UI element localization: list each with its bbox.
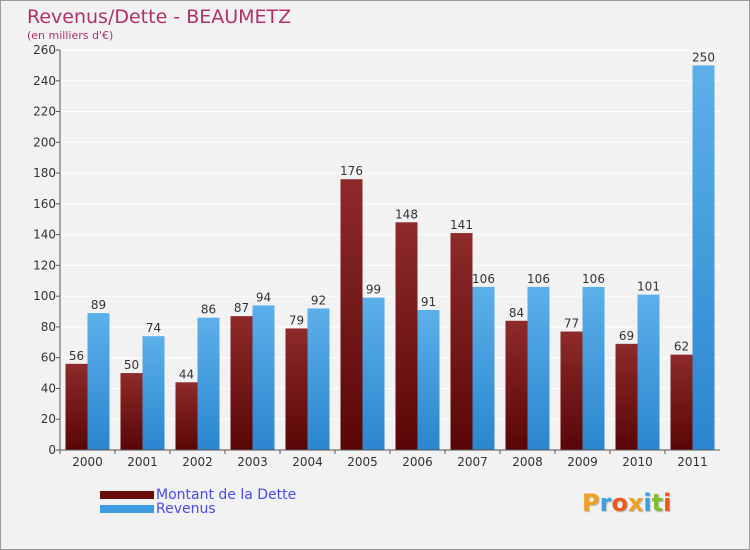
legend-label-revenus: Revenus bbox=[156, 501, 216, 517]
y-tick-label: 220 bbox=[33, 105, 56, 119]
grid-lines bbox=[60, 49, 720, 451]
bar-debt bbox=[175, 382, 198, 450]
bar-debt bbox=[505, 320, 528, 450]
legend-item-revenus: Revenus bbox=[100, 501, 216, 517]
bar-revenus bbox=[582, 286, 605, 450]
bar-revenus bbox=[307, 308, 330, 450]
bar-revenus bbox=[637, 294, 660, 450]
data-label-debt: 84 bbox=[509, 306, 524, 320]
y-tick-label: 20 bbox=[41, 412, 56, 426]
logo-letter: i bbox=[663, 489, 672, 517]
x-tick-label: 2006 bbox=[402, 455, 433, 469]
x-tick-label: 2010 bbox=[622, 455, 653, 469]
x-tick-label: 2007 bbox=[457, 455, 488, 469]
logo-letter: x bbox=[627, 489, 644, 517]
y-tick-label: 140 bbox=[33, 228, 56, 242]
data-label-debt: 87 bbox=[234, 301, 249, 315]
bar-debt bbox=[65, 363, 88, 450]
bar-revenus bbox=[527, 286, 550, 450]
x-tick-label: 2009 bbox=[567, 455, 598, 469]
data-label-revenus: 106 bbox=[582, 272, 605, 286]
y-tick-label: 200 bbox=[33, 135, 56, 149]
chart-title: Revenus/Dette - BEAUMETZ bbox=[27, 6, 292, 28]
bar-debt bbox=[670, 354, 693, 450]
y-tick-label: 240 bbox=[33, 74, 56, 88]
bar-debt bbox=[560, 331, 583, 450]
x-tick-label: 2008 bbox=[512, 455, 543, 469]
legend-item-debt: Montant de la Dette bbox=[100, 487, 296, 503]
y-tick-label: 80 bbox=[41, 320, 56, 334]
data-label-debt: 141 bbox=[450, 218, 473, 232]
y-tick-label: 60 bbox=[41, 351, 56, 365]
x-tick-label: 2002 bbox=[182, 455, 213, 469]
bar-revenus bbox=[362, 297, 385, 450]
x-tick-label: 2003 bbox=[237, 455, 268, 469]
bar-revenus bbox=[252, 305, 275, 450]
legend-swatch-revenus bbox=[100, 505, 154, 513]
data-label-revenus: 99 bbox=[366, 283, 381, 297]
data-label-debt: 77 bbox=[564, 317, 579, 331]
bar-revenus bbox=[692, 65, 715, 450]
x-tick-label: 2005 bbox=[347, 455, 378, 469]
data-label-revenus: 86 bbox=[201, 303, 216, 317]
y-tick-label: 40 bbox=[41, 381, 56, 395]
data-label-debt: 79 bbox=[289, 313, 304, 327]
bar-debt bbox=[120, 373, 143, 450]
data-label-debt: 56 bbox=[69, 349, 84, 363]
y-tick-label: 120 bbox=[33, 258, 56, 272]
data-label-debt: 69 bbox=[619, 329, 634, 343]
bar-debt bbox=[340, 179, 363, 450]
logo-letter: P bbox=[582, 489, 600, 517]
data-label-revenus: 106 bbox=[527, 272, 550, 286]
data-label-revenus: 74 bbox=[146, 321, 161, 335]
data-label-revenus: 91 bbox=[421, 295, 436, 309]
x-tick-label: 2004 bbox=[292, 455, 323, 469]
proxiti-logo: Proxiti bbox=[582, 489, 671, 517]
logo-letter: r bbox=[599, 489, 612, 517]
data-label-revenus: 106 bbox=[472, 272, 495, 286]
x-tick-label: 2011 bbox=[677, 455, 708, 469]
y-tick-label: 180 bbox=[33, 166, 56, 180]
bar-debt bbox=[615, 343, 638, 450]
logo-letter: t bbox=[651, 489, 664, 517]
bar-revenus bbox=[417, 310, 440, 450]
data-label-revenus: 250 bbox=[692, 50, 715, 64]
data-label-revenus: 89 bbox=[91, 298, 106, 312]
y-tick-label: 100 bbox=[33, 289, 56, 303]
chart-subtitle: (en milliers d'€) bbox=[27, 29, 114, 42]
data-label-revenus: 92 bbox=[311, 293, 326, 307]
x-tick-label: 2000 bbox=[72, 455, 103, 469]
bars bbox=[65, 65, 715, 450]
bar-debt bbox=[395, 222, 418, 450]
legend-swatch-debt bbox=[100, 491, 154, 499]
bar-debt bbox=[285, 328, 308, 450]
bar-revenus bbox=[142, 336, 165, 450]
data-label-debt: 176 bbox=[340, 164, 363, 178]
bar-revenus bbox=[87, 313, 110, 450]
logo-letter: i bbox=[643, 489, 652, 517]
data-label-debt: 50 bbox=[124, 358, 139, 372]
bar-debt bbox=[450, 233, 473, 450]
bar-revenus bbox=[472, 286, 495, 450]
y-tick-label: 0 bbox=[48, 443, 56, 457]
data-label-revenus: 101 bbox=[637, 280, 660, 294]
bar-revenus bbox=[197, 317, 220, 450]
axes: 0 20 40 60 80 100 120 140 160 180 200 220 240 260 2000… bbox=[33, 43, 720, 469]
legend-label-debt: Montant de la Dette bbox=[156, 487, 297, 503]
data-label-debt: 62 bbox=[674, 340, 689, 354]
y-tick-label: 160 bbox=[33, 197, 56, 211]
bar-debt bbox=[230, 316, 253, 450]
data-labels: 56 89 50 74 44 86 87 94 79 92 176 99 148 91 141 106 84 10… bbox=[69, 50, 715, 381]
data-label-revenus: 94 bbox=[256, 290, 271, 304]
y-tick-label: 260 bbox=[33, 43, 56, 57]
data-label-debt: 148 bbox=[395, 207, 418, 221]
data-label-debt: 44 bbox=[179, 367, 194, 381]
logo-letter: o bbox=[611, 489, 628, 517]
x-tick-label: 2001 bbox=[127, 455, 158, 469]
